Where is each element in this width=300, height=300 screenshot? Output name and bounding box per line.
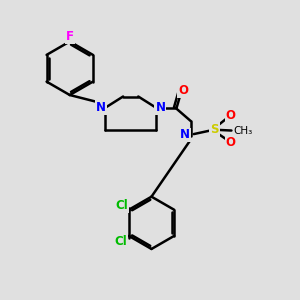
Text: F: F <box>66 30 74 43</box>
Text: N: N <box>155 101 165 114</box>
Text: Cl: Cl <box>114 235 127 248</box>
Text: N: N <box>180 128 190 142</box>
Text: N: N <box>96 101 106 114</box>
Text: O: O <box>178 84 188 97</box>
Text: O: O <box>226 109 236 122</box>
Text: CH₃: CH₃ <box>234 125 253 136</box>
Text: Cl: Cl <box>116 199 128 212</box>
Text: O: O <box>226 136 236 148</box>
Text: S: S <box>210 123 219 136</box>
